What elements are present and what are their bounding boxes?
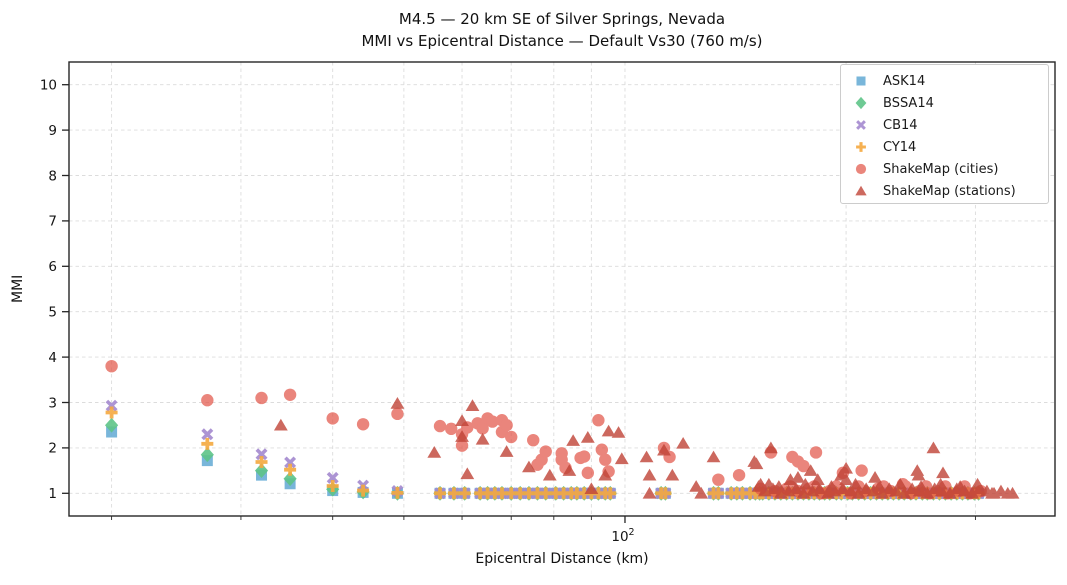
legend-item-shakemap-cities: ShakeMap (cities) [851,158,1048,180]
shakemap-cities-marker-icon [851,161,871,177]
legend-item-cb14: CB14 [851,114,1048,136]
legend-label-bssa14: BSSA14 [883,95,934,111]
tick-labels: 1 2 3 4 5 6 7 8 9 10 102 [40,78,635,546]
y-tick-label: 6 [48,259,57,275]
chart-subtitle: MMI vs Epicentral Distance — Default Vs3… [361,32,763,50]
cb14-marker-icon [851,117,871,133]
y-tick-label: 5 [48,305,57,321]
y-tick-label: 8 [48,168,57,184]
legend-item-ask14: ASK14 [851,70,1048,92]
legend-label-ask14: ASK14 [883,73,926,89]
y-tick-label: 1 [48,486,57,502]
axes-frame [68,61,1056,517]
title-block: M4.5 — 20 km SE of Silver Springs, Nevad… [69,8,1055,52]
x-tick-label: 102 [611,527,634,545]
legend-label-cy14: CY14 [883,139,917,155]
legend-label-shakemap-stations: ShakeMap (stations) [883,183,1016,199]
shakemap-stations-marker-icon [851,183,871,199]
y-tick-label: 9 [48,123,57,139]
legend-label-cb14: CB14 [883,117,918,133]
chart-title: M4.5 — 20 km SE of Silver Springs, Nevad… [398,10,726,28]
legend-item-shakemap-stations: ShakeMap (stations) [851,180,1048,202]
legend: ASK14 BSSA14 CB14 CY14 ShakeMap (cities) Shak… [840,64,1049,204]
y-tick-label: 4 [48,350,57,366]
legend-item-bssa14: BSSA14 [851,92,1048,114]
ask14-marker-icon [851,73,871,89]
legend-label-shakemap-cities: ShakeMap (cities) [883,161,999,177]
y-tick-label: 10 [40,78,57,94]
y-tick-label: 2 [48,441,57,457]
bssa14-marker-icon [851,95,871,111]
y-tick-label: 3 [48,395,57,411]
tick-marks [62,84,976,523]
series-shakemap-stations [273,397,1020,499]
cy14-marker-icon [851,139,871,155]
y-tick-label: 7 [48,214,57,230]
x-axis-label: Epicentral Distance (km) [475,551,649,567]
legend-item-cy14: CY14 [851,136,1048,158]
y-axis-label: MMI [10,274,26,304]
